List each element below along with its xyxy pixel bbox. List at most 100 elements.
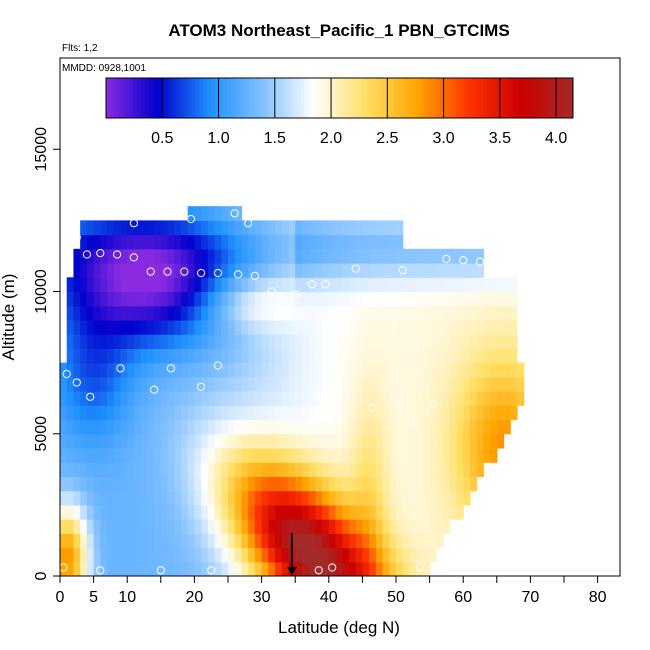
sample-point [328,563,337,572]
heatmap-cell [140,519,148,534]
heatmap-cell [241,476,249,492]
heatmap-cell [254,490,263,506]
x-tick-label: 0 [56,589,65,606]
heatmap-cell [308,291,316,307]
colorbar-swatch [121,78,126,118]
heatmap-cell [73,447,81,463]
heatmap-cell [456,263,464,278]
heatmap-cell [375,547,384,563]
colorbar-swatch [214,78,220,118]
heatmap-cell [248,476,256,492]
sample-point [318,392,327,401]
heatmap-cell [308,376,316,392]
colorbar-swatch [106,78,111,118]
heatmap-cell [120,305,128,321]
colorbar-swatch [537,78,543,118]
heatmap-cell [483,376,491,392]
heatmap-cell [288,519,296,534]
heatmap-cell [228,362,236,378]
heatmap-cell [127,519,135,534]
heatmap-cell [409,248,417,264]
heatmap-cell [248,405,256,421]
heatmap-cell [389,391,397,406]
heatmap-cell [295,348,303,364]
heatmap-cell [140,362,148,378]
heatmap-cell [429,319,437,335]
heatmap-cell [174,391,182,406]
heatmap-cell [254,391,263,406]
heatmap-cell [248,433,256,449]
heatmap-cell [66,348,75,364]
heatmap-cell [295,490,303,506]
heatmap-cell [194,234,202,250]
heatmap-cell [120,234,128,250]
heatmap-cell [315,220,323,236]
heatmap-cell [335,291,343,307]
heatmap-cell [503,362,511,378]
heatmap-cell [160,405,169,421]
heatmap-cell [194,547,202,563]
sample-point [129,219,138,228]
heatmap-cell [416,533,424,549]
heatmap-cell [281,263,290,278]
heatmap-cell [167,248,175,264]
heatmap-cell [180,391,189,406]
heatmap-cell [187,476,195,492]
heatmap-cell [221,561,229,576]
dates-annotation: MMDD: 0928,1001 [62,63,146,74]
heatmap-cell [107,334,115,349]
heatmap-cell [60,433,68,449]
heatmap-cell [402,490,411,506]
heatmap-cell [133,462,142,478]
heatmap-cell [174,362,182,378]
sample-point [291,290,300,299]
heatmap-cell [66,447,75,463]
heatmap-cell [375,476,384,492]
heatmap-cell [409,376,417,392]
heatmap-cell [254,462,263,478]
heatmap-cell [389,476,397,492]
heatmap-cell [295,419,303,435]
heatmap-cell [93,291,101,307]
heatmap-cell [490,334,498,349]
heatmap-cell [268,447,276,463]
heatmap-cell [301,419,310,435]
heatmap-cell [194,391,202,406]
heatmap-cell [301,533,310,549]
heatmap-cell [348,462,357,478]
heatmap-cell [281,533,290,549]
heatmap-cell [469,277,478,293]
heatmap-cell [348,476,357,492]
heatmap-cell [355,504,363,520]
heatmap-cell [328,519,337,534]
colorbar-swatch [514,78,520,118]
heatmap-cell [107,248,115,264]
heatmap-cell [154,277,162,293]
heatmap-cell [261,476,269,492]
heatmap-cell [154,476,162,492]
colorbar-swatch [487,78,492,118]
heatmap-cell [516,376,525,392]
heatmap-cell [396,476,404,492]
heatmap-cell [295,220,303,236]
heatmap-cell [355,291,363,307]
heatmap-cell [308,519,316,534]
heatmap-cell [409,447,417,463]
heatmap-cell [382,248,390,264]
heatmap-cell [160,376,169,392]
heatmap-cell [160,519,169,534]
sample-point [234,270,243,279]
heatmap-cell [402,362,411,378]
heatmap-cell [402,419,411,435]
heatmap-cell [443,462,451,478]
heatmap-cell [234,305,243,321]
heatmap-cell [113,405,122,421]
heatmap-cell [315,504,323,520]
heatmap-cell [86,376,95,392]
heatmap-cell [147,561,155,576]
heatmap-cell [248,291,256,307]
heatmap-cell [207,206,216,221]
heatmap-cell [335,533,343,549]
heatmap-cell [86,533,95,549]
colorbar-swatch [561,78,566,118]
